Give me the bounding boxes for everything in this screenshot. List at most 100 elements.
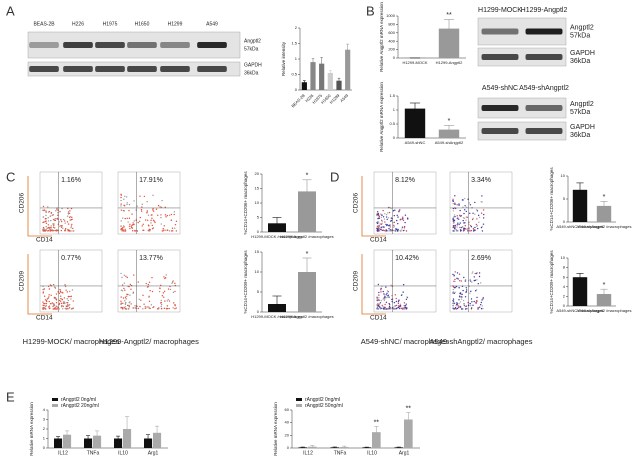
- flow-event: [461, 308, 464, 310]
- flow-event: [476, 225, 478, 227]
- flow-event: [124, 217, 126, 220]
- flow-event: [387, 295, 389, 297]
- flow-event: [60, 219, 62, 221]
- flow-event: [452, 207, 455, 210]
- x-axis-label: CD14: [370, 315, 387, 322]
- flow-event: [460, 215, 463, 217]
- flow-event: [64, 229, 66, 232]
- flow-event: [152, 210, 155, 212]
- y-tick-label: 8: [563, 265, 566, 270]
- flow-event: [146, 306, 148, 308]
- y-tick-label: 4: [563, 284, 566, 289]
- flow-event: [454, 306, 457, 309]
- flow-event: [457, 217, 459, 219]
- flow-event: [459, 229, 462, 231]
- flow-event: [470, 304, 472, 307]
- blot-band: [525, 54, 563, 60]
- flow-event: [59, 290, 62, 292]
- flow-event: [120, 303, 123, 305]
- flow-event: [462, 217, 465, 219]
- legend-label: rAngptl2 0ng/ml: [61, 397, 96, 403]
- y-tick-label: 0: [563, 303, 566, 308]
- flow-event: [122, 229, 124, 232]
- marker-label: 57kDa: [244, 46, 259, 52]
- flow-event: [458, 204, 460, 206]
- flow-event: [125, 301, 127, 304]
- flow-event: [159, 302, 162, 304]
- flow-event: [390, 308, 392, 310]
- flow-event: [396, 214, 398, 217]
- flow-event: [172, 307, 174, 309]
- x-tick-label: A549-shNC /macrophages: [556, 224, 603, 229]
- flow-event: [453, 286, 455, 288]
- flow-event: [405, 308, 407, 310]
- flow-event: [395, 307, 398, 310]
- flow-event: [392, 210, 395, 212]
- flow-event: [455, 303, 458, 306]
- flow-event: [480, 301, 483, 304]
- flow-event: [141, 203, 143, 205]
- x-tick-label: TNFa: [334, 450, 347, 456]
- flow-event: [452, 202, 454, 205]
- flow-event: [42, 301, 44, 303]
- flow-event: [458, 287, 460, 289]
- flow-event: [452, 220, 454, 223]
- flow-event: [146, 210, 148, 212]
- y-tick-label: 1: [393, 107, 396, 112]
- flow-event: [175, 230, 178, 232]
- flow-event: [465, 290, 468, 293]
- flow-event: [389, 226, 391, 228]
- flow-event: [68, 305, 70, 307]
- flow-plot: [39, 171, 103, 235]
- flow-event: [125, 275, 127, 278]
- flow-event: [458, 299, 460, 301]
- flow-event: [137, 307, 139, 310]
- flow-event: [385, 297, 387, 299]
- flow-event: [383, 218, 386, 220]
- lane-label: BEAS-2B: [33, 21, 55, 27]
- significance: **: [446, 12, 452, 19]
- flow-event: [477, 308, 479, 310]
- flow-event: [52, 223, 54, 225]
- flow-event: [463, 212, 465, 215]
- panel-label: C: [6, 169, 15, 184]
- flow-event: [167, 298, 169, 301]
- flow-event: [121, 290, 124, 292]
- flow-event: [71, 218, 73, 220]
- y-axis-label: Relative Angptl2 mRNA expression: [379, 2, 384, 72]
- blot-band: [197, 66, 227, 72]
- flow-event: [43, 209, 45, 212]
- flow-event: [43, 304, 45, 307]
- flow-event: [146, 219, 149, 222]
- flow-event: [49, 284, 52, 286]
- flow-event: [475, 290, 477, 292]
- flow-event: [463, 227, 465, 229]
- y-tick-label: 1.5: [389, 93, 395, 98]
- flow-event: [397, 302, 400, 305]
- flow-event: [53, 286, 56, 288]
- flow-event: [388, 230, 390, 232]
- flow-event: [452, 300, 454, 302]
- flow-event: [473, 228, 475, 231]
- flow-event: [129, 223, 131, 225]
- flow-event: [60, 226, 63, 228]
- flow-event: [120, 220, 122, 222]
- flow-event: [145, 282, 147, 285]
- flow-event: [125, 308, 127, 310]
- flow-event: [475, 289, 478, 291]
- flow-event: [400, 294, 403, 296]
- flow-event: [376, 303, 378, 306]
- flow-event: [47, 224, 50, 226]
- flow-event: [170, 213, 173, 216]
- flow-event: [402, 291, 404, 293]
- flow-event: [160, 303, 163, 306]
- bar: [438, 28, 460, 58]
- flow-event: [120, 272, 122, 275]
- flow-event: [171, 281, 174, 283]
- y-axis-label: %CD14+CD206+ macrophages: [243, 171, 248, 235]
- flow-event: [42, 228, 45, 231]
- flow-event: [386, 308, 388, 310]
- flow-event: [388, 296, 390, 298]
- flow-event: [452, 230, 454, 232]
- flow-event: [453, 214, 456, 216]
